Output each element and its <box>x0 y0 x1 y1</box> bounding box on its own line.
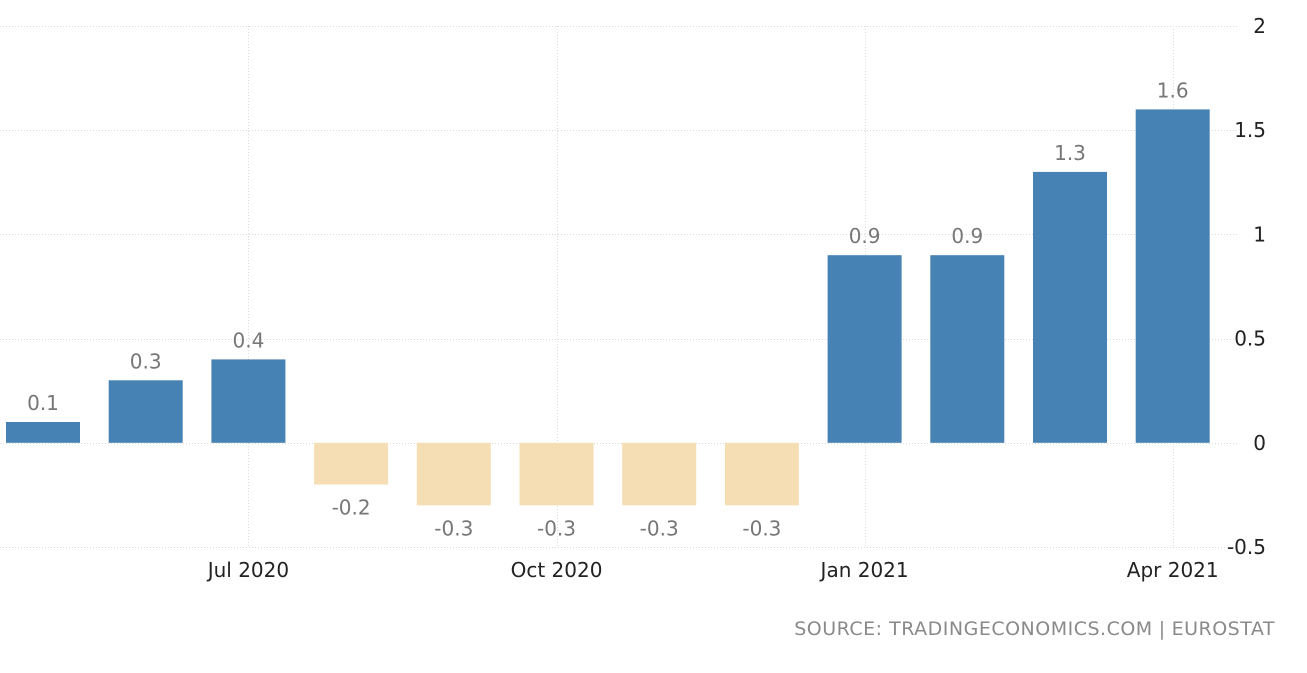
bar <box>827 255 902 443</box>
bar-data-label: 1.6 <box>1157 78 1189 102</box>
bar <box>6 422 80 443</box>
source-separator: | <box>1158 618 1166 640</box>
bar-data-label: -0.3 <box>434 516 473 540</box>
bar <box>314 442 389 485</box>
source-prefix: SOURCE: TRADINGECONOMICS.COM <box>794 618 1153 640</box>
source-provider: EUROSTAT <box>1171 618 1275 640</box>
bar <box>211 359 286 443</box>
y-tick-label: 0.5 <box>1234 327 1266 351</box>
y-tick-label: 0 <box>1253 431 1266 455</box>
bar-data-label: 0.9 <box>951 224 983 248</box>
x-tick-label: Apr 2021 <box>1127 558 1219 582</box>
bar <box>1135 109 1210 443</box>
bar <box>519 442 594 506</box>
y-tick-label: 2 <box>1253 14 1266 38</box>
bar <box>416 442 491 506</box>
bar <box>1033 171 1107 443</box>
bar-data-label: 0.9 <box>849 224 881 248</box>
bar-data-label: -0.2 <box>332 496 371 520</box>
y-tick-label: 1.5 <box>1234 118 1266 142</box>
x-tick-label: Oct 2020 <box>511 558 603 582</box>
bar-data-label: 0.3 <box>130 349 162 373</box>
y-tick-label: 1 <box>1253 222 1266 246</box>
bar-data-label: 0.1 <box>27 391 59 415</box>
bar <box>108 380 183 443</box>
x-tick-label: Jul 2020 <box>206 558 289 582</box>
bar-data-label: 0.4 <box>232 328 264 352</box>
y-tick-label: -0.5 <box>1227 535 1266 559</box>
bar <box>622 442 697 506</box>
source-attribution: SOURCE: TRADINGECONOMICS.COM | EUROSTAT <box>794 618 1275 640</box>
bar <box>930 255 1005 443</box>
bar <box>724 442 799 506</box>
bar-data-label: 1.3 <box>1054 141 1086 165</box>
bar-data-label: -0.3 <box>537 516 576 540</box>
bar-data-label: -0.3 <box>742 516 781 540</box>
x-tick-label: Jan 2021 <box>819 558 909 582</box>
bar-data-label: -0.3 <box>640 516 679 540</box>
